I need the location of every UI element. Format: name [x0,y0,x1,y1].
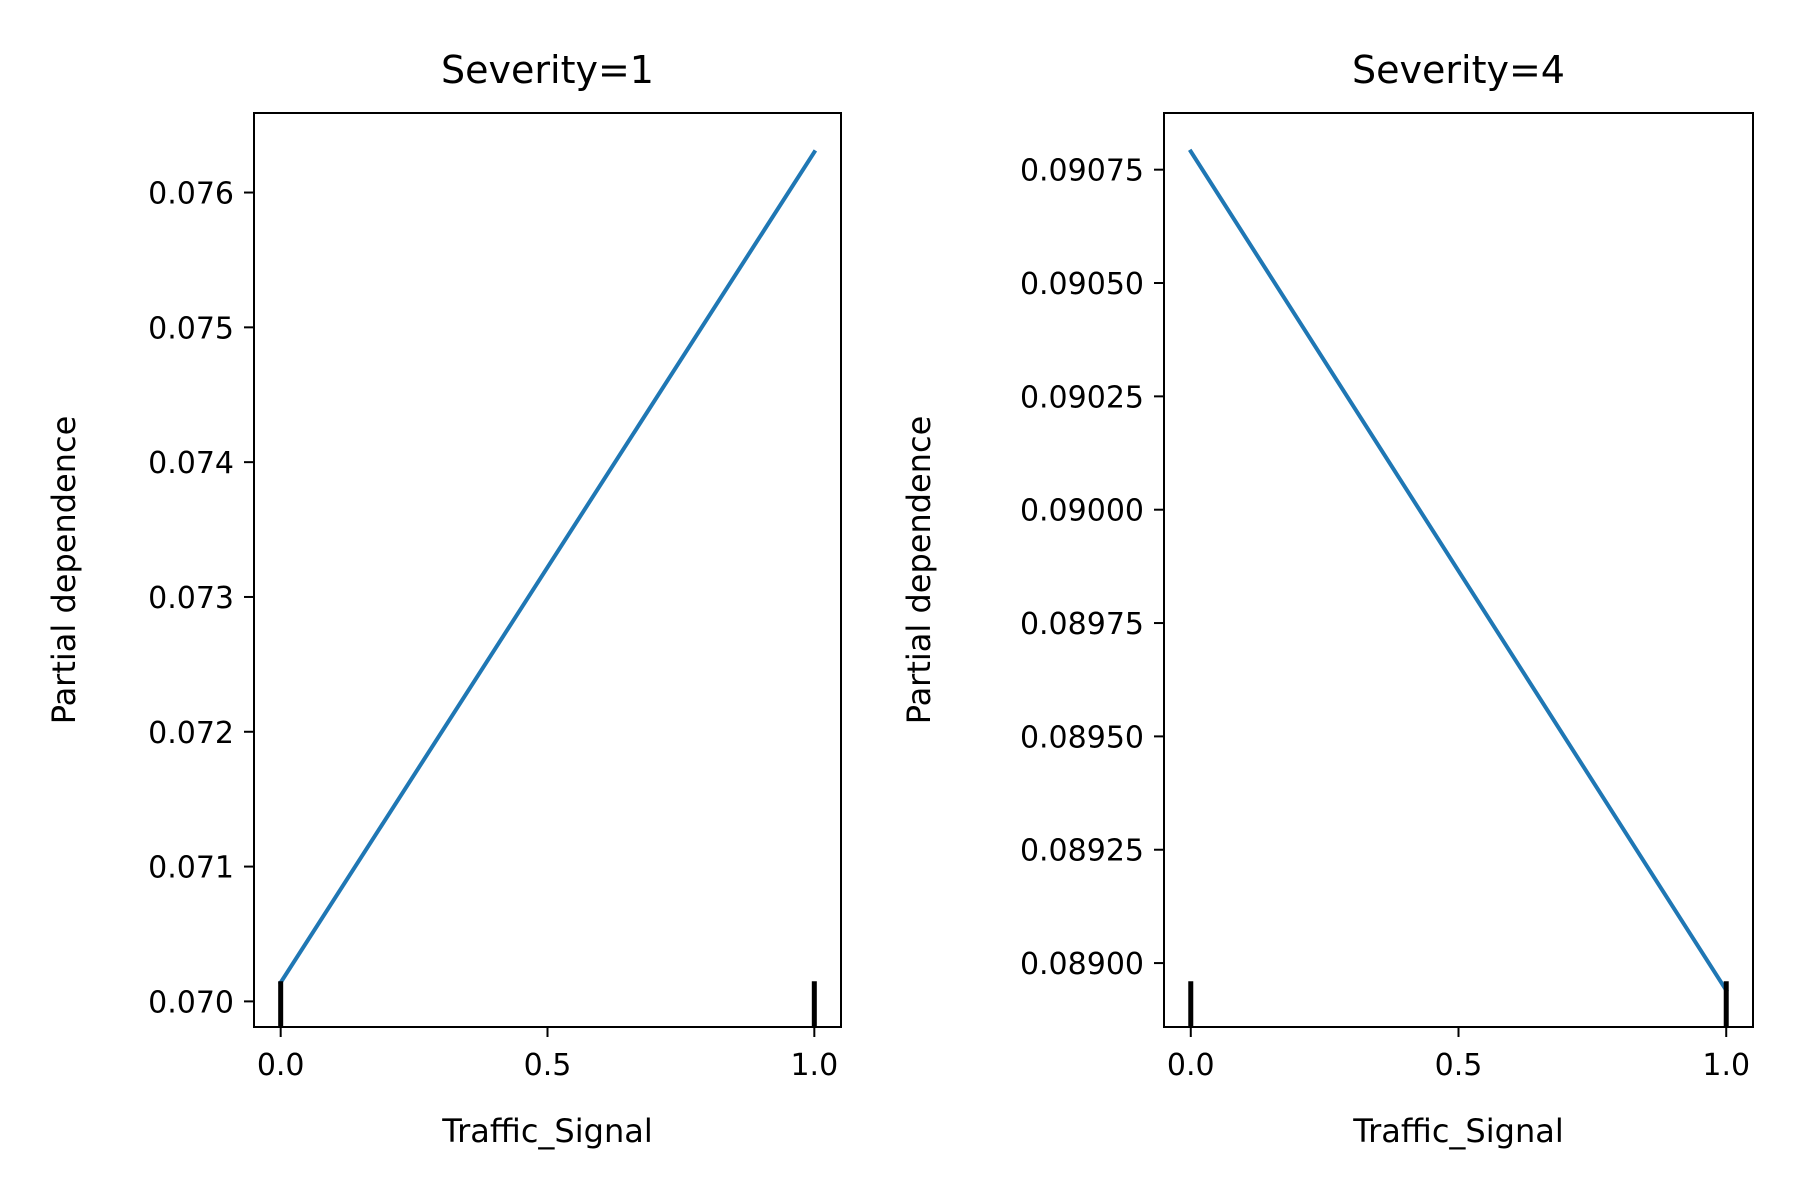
subplot-2-title: Severity=4 [1352,48,1565,92]
subplot-2-frame [1163,112,1754,1028]
subplot-2-marks [1188,148,1729,1027]
subplot-1-y-tick-label: 0.076 [148,177,234,212]
subplot-2-y-axis-label: Partial dependence [900,416,938,725]
subplot-1-ticks: 0.0 0.5 1.0 0.070 0.071 0.072 0.073 0.074 0.075 0… [148,177,838,1083]
subplot-1-x-tick-label: 0.5 [524,1048,572,1083]
subplot-2-y-tick-label: 0.09025 [1020,380,1144,415]
subplot-1-x-tick-label: 0.0 [257,1048,305,1083]
subplot-1-x-tick-label: 1.0 [790,1048,838,1083]
subplot-2-y-tick-label: 0.09000 [1020,494,1144,529]
subplot-1-y-tick-label: 0.071 [148,851,234,886]
subplot-2-y-tick-label: 0.08950 [1020,720,1144,755]
subplot-1-y-tick-label: 0.074 [148,446,234,481]
subplot-1-frame [253,112,842,1028]
subplot-2-y-tick-label: 0.09050 [1020,267,1144,302]
subplot-2-x-tick-label: 0.0 [1167,1048,1215,1083]
subplot-2-y-tick-label: 0.09075 [1020,154,1144,189]
subplot-1-y-tick-label: 0.070 [148,985,234,1020]
subplot-1-y-tick-label: 0.073 [148,581,234,616]
subplot-2-line-series [1188,148,1729,994]
subplot-1-y-axis-label: Partial dependence [45,416,83,725]
subplot-1-marks [277,149,818,1027]
subplot-2-y-tick-label: 0.08975 [1020,607,1144,642]
subplot-2-y-tick-label: 0.08900 [1020,947,1144,982]
subplot-2-ticks: 0.0 0.5 1.0 0.08900 0.08925 0.08950 0.08975 0.0… [1020,154,1750,1083]
subplot-1-y-tick-label: 0.072 [148,716,234,751]
subplot-2-x-axis-label: Traffic_Signal [1352,1112,1563,1150]
subplot-1-x-axis-label: Traffic_Signal [441,1112,652,1150]
subplot-2: Severity=4 0.0 0.5 1.0 0.08900 0.08925 0.0895… [900,48,1754,1150]
subplot-2-x-tick-label: 1.0 [1702,1048,1750,1083]
subplot-1-line-series [277,149,818,986]
subplot-2-y-tick-label: 0.08925 [1020,834,1144,869]
subplot-2-x-tick-label: 0.5 [1435,1048,1483,1083]
subplot-1: Severity=1 0.0 0.5 1.0 0.070 0.071 0.072 0.073… [45,48,842,1150]
subplot-1-y-tick-label: 0.075 [148,311,234,346]
subplot-1-title: Severity=1 [441,48,654,92]
